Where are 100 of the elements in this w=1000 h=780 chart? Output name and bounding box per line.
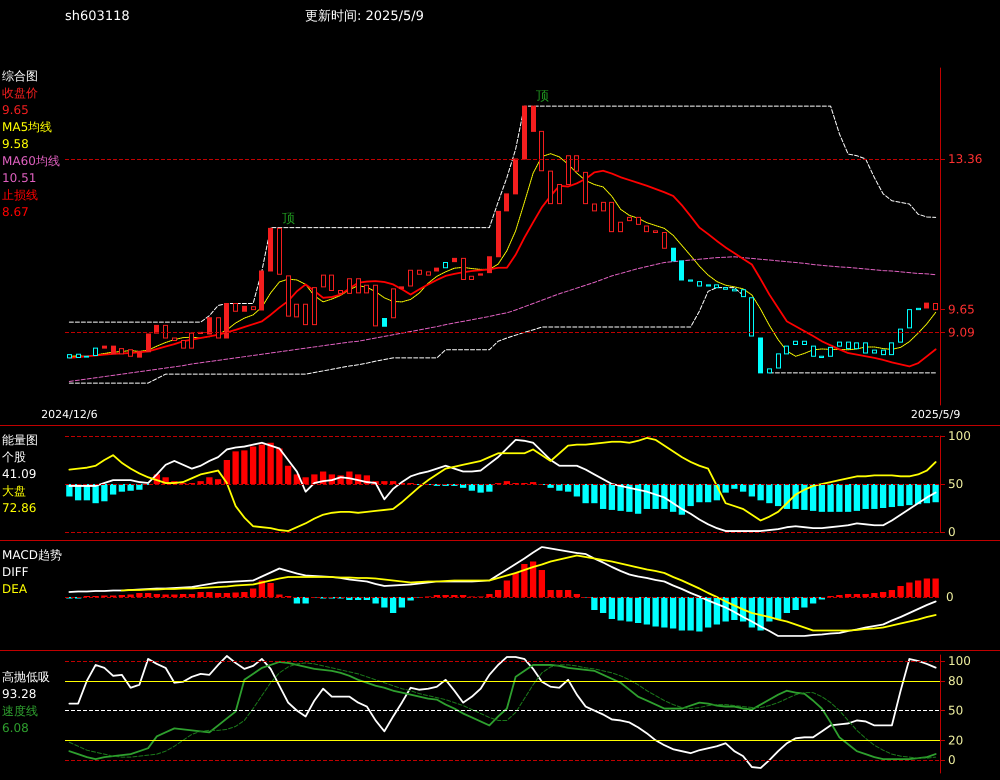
- bar: [740, 484, 746, 492]
- candlestick: [312, 287, 317, 326]
- bar: [661, 597, 668, 628]
- bar: [888, 590, 896, 597]
- candlestick: [128, 349, 133, 357]
- bar: [547, 590, 554, 597]
- bar: [634, 597, 642, 623]
- bar: [267, 442, 274, 484]
- candlestick: [627, 216, 632, 222]
- bar: [582, 484, 589, 504]
- bar: [897, 586, 904, 597]
- text: 高抛低吸: [2, 670, 50, 684]
- bar: [652, 597, 659, 626]
- candlestick: [76, 354, 81, 358]
- bar: [626, 597, 633, 622]
- candlestick: [592, 204, 597, 212]
- annotation: 顶: [282, 211, 296, 226]
- candlestick: [487, 256, 492, 274]
- bar: [617, 484, 624, 511]
- y-tick-label: 9.09: [948, 325, 975, 340]
- candlestick: [207, 317, 212, 334]
- candlestick: [111, 346, 116, 354]
- candlestick: [872, 350, 877, 354]
- bar: [608, 484, 616, 510]
- y-tick-label: 80: [948, 674, 964, 688]
- bar: [784, 597, 790, 613]
- candlestick: [566, 155, 571, 186]
- bar: [687, 597, 694, 630]
- bar: [574, 484, 580, 496]
- candlestick: [653, 230, 658, 233]
- text: 止损线: [2, 188, 38, 202]
- candlestick: [303, 304, 308, 326]
- text: 10.51: [2, 171, 36, 185]
- bar: [774, 484, 782, 506]
- bar: [556, 590, 563, 597]
- candlestick: [732, 288, 737, 292]
- candlestick: [251, 306, 256, 310]
- candlestick: [828, 346, 833, 357]
- bar: [250, 446, 256, 484]
- candlestick: [723, 287, 728, 290]
- candlestick: [67, 354, 72, 358]
- candlestick: [286, 275, 291, 317]
- candlestick: [382, 318, 387, 327]
- candlestick: [758, 338, 763, 374]
- y-axis-title: 综合图: [2, 69, 38, 83]
- bar: [670, 484, 676, 512]
- candlestick: [478, 273, 483, 276]
- candlestick: [329, 274, 334, 291]
- bar: [214, 479, 222, 484]
- bar: [101, 484, 108, 502]
- candlestick: [846, 342, 851, 350]
- bar: [766, 484, 773, 504]
- bar: [276, 448, 283, 484]
- candlestick: [531, 106, 536, 132]
- bar: [591, 597, 598, 610]
- candlestick: [933, 302, 938, 310]
- bar: [854, 484, 860, 511]
- candlestick: [539, 130, 544, 172]
- bar: [818, 484, 826, 512]
- bar: [136, 593, 143, 597]
- y-tick-label: 100: [948, 654, 971, 668]
- bar: [504, 580, 510, 597]
- candlestick: [294, 304, 299, 318]
- bar: [844, 594, 852, 597]
- candlestick: [889, 342, 894, 356]
- bar: [644, 597, 650, 624]
- candlestick: [189, 332, 194, 349]
- candlestick: [749, 297, 754, 336]
- candlestick: [671, 248, 676, 262]
- bar: [118, 484, 126, 492]
- candlestick: [706, 284, 711, 287]
- candlestick: [321, 274, 326, 288]
- candlestick: [93, 348, 98, 356]
- bar: [854, 594, 860, 597]
- bar: [844, 484, 852, 512]
- bar: [154, 594, 160, 597]
- chart-title: sh603118: [65, 9, 130, 24]
- bar: [678, 597, 686, 630]
- bar: [250, 588, 256, 597]
- bar: [241, 450, 248, 484]
- candlestick: [181, 340, 186, 349]
- bar: [862, 484, 869, 509]
- y-tick-label: 9.65: [948, 302, 975, 317]
- chart-subtitle: 更新时间: 2025/5/9: [305, 9, 424, 24]
- bar: [110, 484, 116, 495]
- bar: [381, 481, 388, 484]
- y-tick-label: 20: [948, 733, 964, 748]
- bar: [206, 477, 213, 484]
- bar: [232, 592, 239, 597]
- bar: [626, 484, 633, 512]
- candlestick: [469, 276, 474, 280]
- text: 个股: [2, 450, 26, 464]
- bar: [214, 593, 222, 597]
- line-series: [68, 256, 936, 382]
- candlestick: [583, 172, 588, 204]
- candlestick: [163, 324, 168, 339]
- bar: [302, 477, 309, 484]
- candlestick: [557, 184, 562, 204]
- annotation: 顶: [536, 89, 549, 104]
- candlestick: [338, 290, 343, 294]
